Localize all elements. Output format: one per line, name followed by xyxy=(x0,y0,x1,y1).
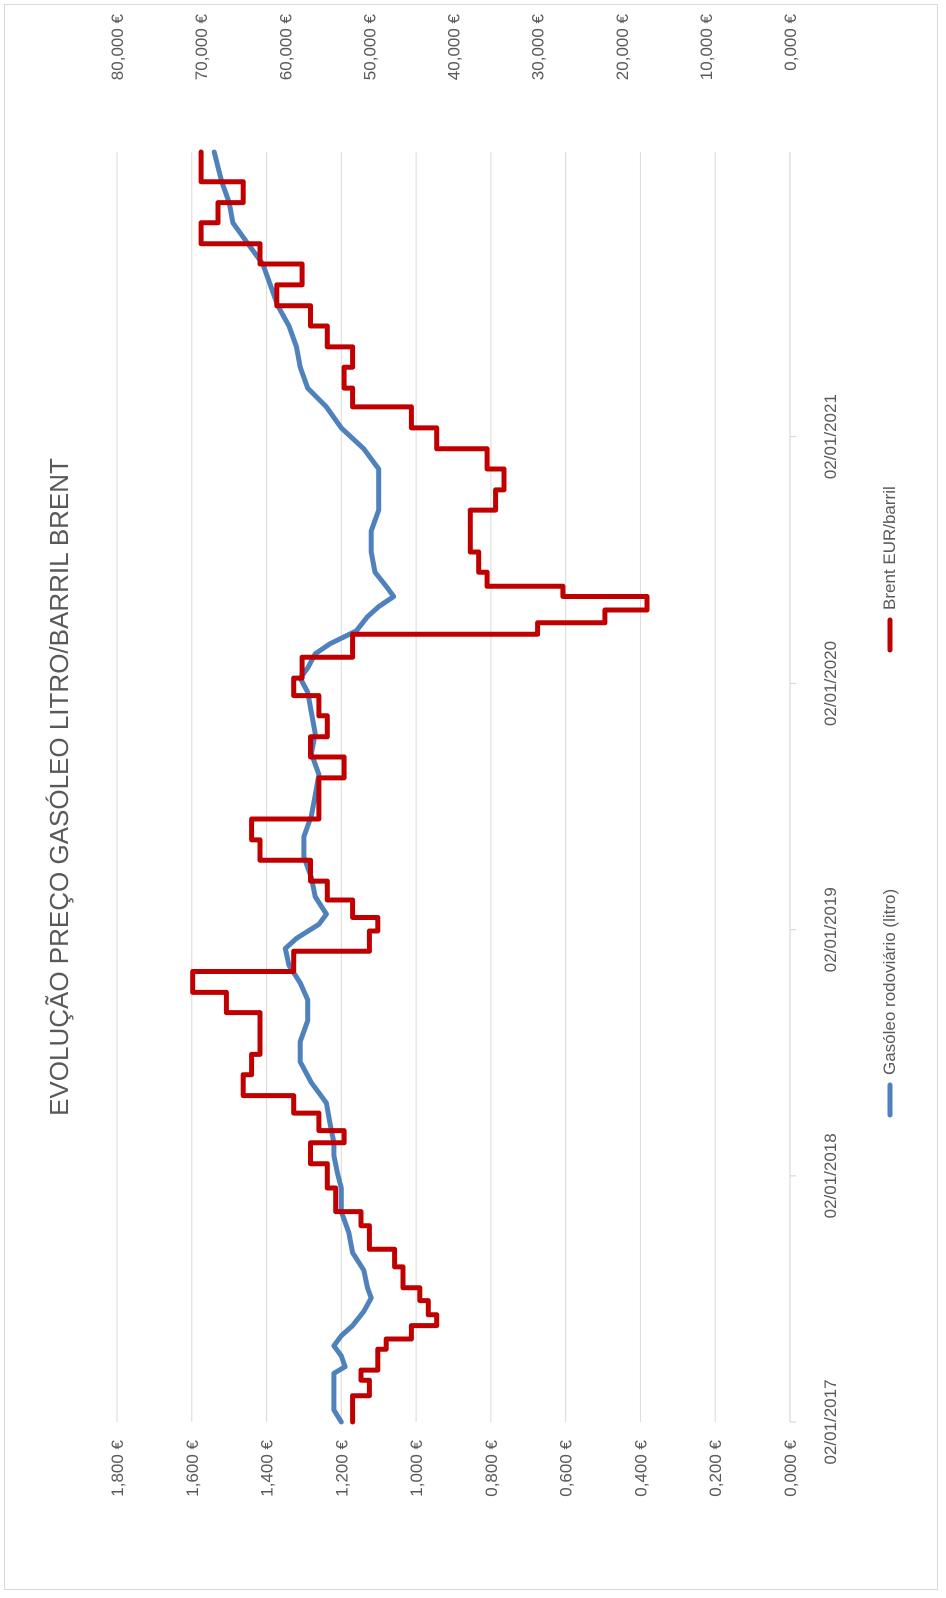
y-left-tick-label: 0,000 € xyxy=(781,1439,800,1496)
chart-title: EVOLUÇÃO PREÇO GASÓLEO LITRO/BARRIL BREN… xyxy=(44,458,74,1116)
y-left-tick-label: 1,600 € xyxy=(183,1439,202,1496)
legend-label-2: Brent EUR/barril xyxy=(880,486,899,610)
y-right-tick-label: 40,000 € xyxy=(445,13,464,80)
y-right-tick-label: 70,000 € xyxy=(192,13,211,80)
y-right-tick-label: 20,000 € xyxy=(613,13,632,80)
x-tick-label: 02/01/2021 xyxy=(821,394,840,479)
y-right-tick-label: 30,000 € xyxy=(529,13,548,80)
y-right-tick-label: 0,000 € xyxy=(781,13,800,70)
y-left-tick-label: 0,200 € xyxy=(706,1439,725,1496)
legend-label-1: Gasóleo rodoviário (litro) xyxy=(880,889,899,1075)
y-right-tick-label: 60,000 € xyxy=(276,13,295,80)
y-left-tick-label: 1,800 € xyxy=(108,1439,127,1496)
y-left-tick-label: 0,600 € xyxy=(557,1439,576,1496)
series-line-1 xyxy=(211,149,397,1425)
y-right-tick-label: 50,000 € xyxy=(360,13,379,80)
y-left-tick-label: 1,200 € xyxy=(332,1439,351,1496)
y-right-tick-label: 10,000 € xyxy=(697,13,716,80)
y-right-tick-label: 80,000 € xyxy=(108,13,127,80)
x-tick-label: 02/01/2019 xyxy=(821,887,840,972)
x-tick-label: 02/01/2018 xyxy=(821,1133,840,1218)
y-left-tick-label: 0,400 € xyxy=(631,1439,650,1496)
y-left-tick-label: 1,000 € xyxy=(407,1439,426,1496)
y-left-tick-label: 0,800 € xyxy=(482,1439,501,1496)
chart-frame xyxy=(4,4,938,1590)
y-left-tick-label: 1,400 € xyxy=(258,1439,277,1496)
x-tick-label: 02/01/2020 xyxy=(821,641,840,726)
series-line-2 xyxy=(190,149,650,1425)
x-tick-label: 02/01/2017 xyxy=(821,1379,840,1464)
